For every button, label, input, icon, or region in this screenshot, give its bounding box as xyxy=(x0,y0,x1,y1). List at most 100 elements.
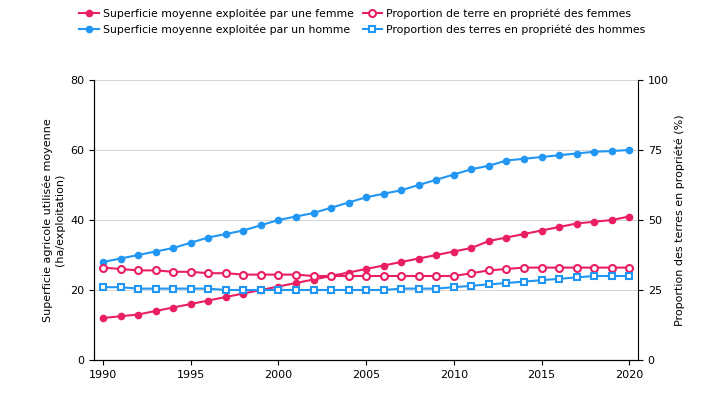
Superficie moyenne exploitée par un homme xyxy=(432,177,441,182)
Superficie moyenne exploitée par un homme xyxy=(502,158,511,163)
Superficie moyenne exploitée par une femme xyxy=(204,298,212,303)
Superficie moyenne exploitée par un homme xyxy=(467,167,476,172)
Proportion des terres en propriété des hommes xyxy=(327,288,336,292)
Superficie moyenne exploitée par un homme xyxy=(186,240,195,245)
Superficie moyenne exploitée par une femme xyxy=(379,263,388,268)
Proportion de terre en propriété des femmes xyxy=(502,266,511,271)
Proportion des terres en propriété des hommes xyxy=(397,286,405,291)
Proportion des terres en propriété des hommes xyxy=(257,288,265,292)
Proportion des terres en propriété des hommes xyxy=(239,288,248,292)
Superficie moyenne exploitée par une femme xyxy=(116,314,125,319)
Superficie moyenne exploitée par une femme xyxy=(239,291,248,296)
Superficie moyenne exploitée par une femme xyxy=(625,214,634,219)
Proportion des terres en propriété des hommes xyxy=(274,288,283,292)
Superficie moyenne exploitée par une femme xyxy=(291,281,300,286)
Proportion de terre en propriété des femmes xyxy=(291,272,300,277)
Superficie moyenne exploitée par une femme xyxy=(257,288,265,292)
Superficie moyenne exploitée par une femme xyxy=(502,235,511,240)
Superficie moyenne exploitée par un homme xyxy=(204,235,212,240)
Proportion de terre en propriété des femmes xyxy=(309,274,318,278)
Proportion de terre en propriété des femmes xyxy=(415,274,423,278)
Superficie moyenne exploitée par une femme xyxy=(327,274,336,278)
Proportion des terres en propriété des hommes xyxy=(344,288,353,292)
Proportion de terre en propriété des femmes xyxy=(484,268,493,273)
Proportion des terres en propriété des hommes xyxy=(502,281,511,286)
Line: Superficie moyenne exploitée par une femme: Superficie moyenne exploitée par une fem… xyxy=(100,213,632,321)
Superficie moyenne exploitée par un homme xyxy=(555,153,563,158)
Proportion de terre en propriété des femmes xyxy=(169,270,178,274)
Superficie moyenne exploitée par une femme xyxy=(590,219,599,224)
Proportion des terres en propriété des hommes xyxy=(484,282,493,287)
Proportion des terres en propriété des hommes xyxy=(152,286,160,291)
Proportion des terres en propriété des hommes xyxy=(572,275,581,280)
Superficie moyenne exploitée par une femme xyxy=(344,270,353,275)
Superficie moyenne exploitée par un homme xyxy=(152,249,160,254)
Superficie moyenne exploitée par un homme xyxy=(362,195,370,200)
Superficie moyenne exploitée par une femme xyxy=(555,225,563,230)
Superficie moyenne exploitée par une femme xyxy=(186,302,195,306)
Proportion des terres en propriété des hommes xyxy=(186,286,195,291)
Superficie moyenne exploitée par un homme xyxy=(309,210,318,215)
Proportion de terre en propriété des femmes xyxy=(274,272,283,277)
Proportion des terres en propriété des hommes xyxy=(608,274,616,278)
Line: Proportion des terres en propriété des hommes: Proportion des terres en propriété des h… xyxy=(99,272,633,294)
Superficie moyenne exploitée par un homme xyxy=(520,156,529,161)
Proportion des terres en propriété des hommes xyxy=(450,285,458,290)
Superficie moyenne exploitée par un homme xyxy=(625,148,634,152)
Proportion de terre en propriété des femmes xyxy=(239,272,248,277)
Superficie moyenne exploitée par un homme xyxy=(379,191,388,196)
Proportion de terre en propriété des femmes xyxy=(152,268,160,273)
Proportion de terre en propriété des femmes xyxy=(186,270,195,274)
Proportion des terres en propriété des hommes xyxy=(379,288,388,292)
Superficie moyenne exploitée par un homme xyxy=(239,228,248,233)
Superficie moyenne exploitée par une femme xyxy=(415,256,423,261)
Proportion de terre en propriété des femmes xyxy=(379,274,388,278)
Proportion des terres en propriété des hommes xyxy=(133,286,142,291)
Proportion de terre en propriété des femmes xyxy=(397,274,405,278)
Superficie moyenne exploitée par un homme xyxy=(99,260,107,264)
Proportion de terre en propriété des femmes xyxy=(572,265,581,270)
Superficie moyenne exploitée par une femme xyxy=(362,266,370,271)
Superficie moyenne exploitée par une femme xyxy=(274,284,283,289)
Proportion de terre en propriété des femmes xyxy=(555,265,563,270)
Proportion des terres en propriété des hommes xyxy=(520,279,529,284)
Proportion des terres en propriété des hommes xyxy=(362,288,370,292)
Proportion de terre en propriété des femmes xyxy=(221,271,230,276)
Proportion de terre en propriété des femmes xyxy=(520,265,529,270)
Proportion des terres en propriété des hommes xyxy=(309,288,318,292)
Superficie moyenne exploitée par un homme xyxy=(133,253,142,258)
Proportion de terre en propriété des femmes xyxy=(257,272,265,277)
Proportion des terres en propriété des hommes xyxy=(204,286,212,291)
Superficie moyenne exploitée par une femme xyxy=(467,246,476,250)
Superficie moyenne exploitée par une femme xyxy=(520,232,529,236)
Y-axis label: Proportion des terres en propriété (%): Proportion des terres en propriété (%) xyxy=(674,114,685,326)
Superficie moyenne exploitée par un homme xyxy=(344,200,353,205)
Line: Proportion de terre en propriété des femmes: Proportion de terre en propriété des fem… xyxy=(99,264,633,280)
Proportion des terres en propriété des hommes xyxy=(116,285,125,290)
Proportion des terres en propriété des hommes xyxy=(537,278,546,282)
Superficie moyenne exploitée par un homme xyxy=(484,163,493,168)
Superficie moyenne exploitée par une femme xyxy=(309,277,318,282)
Proportion de terre en propriété des femmes xyxy=(204,271,212,276)
Proportion des terres en propriété des hommes xyxy=(555,276,563,281)
Proportion de terre en propriété des femmes xyxy=(432,274,441,278)
Superficie moyenne exploitée par un homme xyxy=(221,232,230,236)
Superficie moyenne exploitée par un homme xyxy=(415,182,423,187)
Proportion de terre en propriété des femmes xyxy=(467,271,476,276)
Proportion des terres en propriété des hommes xyxy=(291,288,300,292)
Proportion de terre en propriété des femmes xyxy=(608,265,616,270)
Superficie moyenne exploitée par un homme xyxy=(537,154,546,159)
Line: Superficie moyenne exploitée par un homme: Superficie moyenne exploitée par un homm… xyxy=(100,147,632,265)
Y-axis label: Superficie agricole utilisée moyenne
(ha/exploitation): Superficie agricole utilisée moyenne (ha… xyxy=(43,118,65,322)
Superficie moyenne exploitée par une femme xyxy=(572,221,581,226)
Proportion des terres en propriété des hommes xyxy=(467,283,476,288)
Superficie moyenne exploitée par une femme xyxy=(608,218,616,222)
Proportion de terre en propriété des femmes xyxy=(327,274,336,278)
Proportion de terre en propriété des femmes xyxy=(450,274,458,278)
Superficie moyenne exploitée par une femme xyxy=(221,294,230,299)
Proportion de terre en propriété des femmes xyxy=(116,266,125,271)
Proportion des terres en propriété des hommes xyxy=(169,286,178,291)
Proportion des terres en propriété des hommes xyxy=(432,286,441,291)
Superficie moyenne exploitée par un homme xyxy=(572,151,581,156)
Proportion des terres en propriété des hommes xyxy=(221,288,230,292)
